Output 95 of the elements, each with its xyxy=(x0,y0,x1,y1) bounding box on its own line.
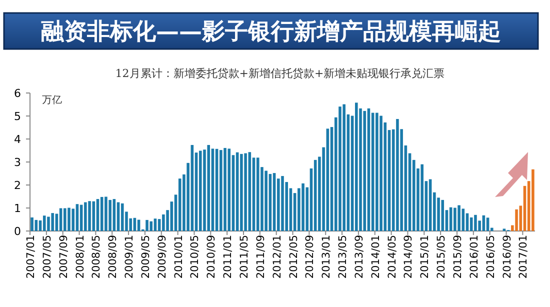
x-tick-label: 2013/09 xyxy=(353,235,366,279)
bar xyxy=(162,214,165,231)
bar xyxy=(458,205,460,231)
bar xyxy=(198,150,202,231)
bar xyxy=(515,209,518,231)
x-tick-label: 2011/09 xyxy=(254,235,267,279)
bar xyxy=(30,217,34,231)
x-tick-label: 2012/05 xyxy=(288,235,300,279)
bar xyxy=(454,208,456,231)
bar xyxy=(154,218,157,231)
y-tick-label: 5 xyxy=(14,110,21,123)
x-tick-label: 2017/01 xyxy=(518,235,530,279)
bar xyxy=(272,173,276,231)
bar xyxy=(59,208,62,231)
bar xyxy=(68,208,70,231)
x-tick-label: 2015/01 xyxy=(419,235,432,279)
bar xyxy=(76,204,79,231)
x-tick-label: 2014/09 xyxy=(402,235,415,279)
bar xyxy=(42,216,46,231)
bar xyxy=(224,148,226,231)
bar xyxy=(137,220,140,231)
bar xyxy=(474,214,477,231)
x-tick-label: 2011/01 xyxy=(222,235,234,279)
x-tick-label: 2016/09 xyxy=(501,235,514,279)
x-tick-label: 2014/05 xyxy=(386,235,398,279)
bar xyxy=(92,201,96,231)
y-axis-title: 万亿 xyxy=(42,95,62,106)
bar xyxy=(396,118,399,231)
x-tick-label: 2008/09 xyxy=(107,235,120,279)
bar xyxy=(338,106,342,231)
y-tick-label: 3 xyxy=(14,156,21,169)
x-tick-label: 2007/05 xyxy=(41,235,54,279)
x-tick-label: 2009/01 xyxy=(124,235,136,279)
bar xyxy=(228,148,231,231)
bar xyxy=(532,169,534,231)
x-tick-label: 2013/01 xyxy=(320,235,333,279)
x-tick-label: 2013/05 xyxy=(337,235,350,279)
bar xyxy=(150,221,153,231)
chart-title: 融资非标化——影子银行新增产品规模再崛起 xyxy=(41,18,501,45)
bar xyxy=(64,208,66,231)
x-tick-label: 2016/01 xyxy=(468,235,480,279)
bar xyxy=(420,164,424,231)
y-tick-label: 6 xyxy=(14,87,21,100)
bar xyxy=(211,148,214,231)
bar xyxy=(326,128,330,231)
x-tick-label: 2015/05 xyxy=(436,235,448,279)
bar xyxy=(104,196,108,231)
bar xyxy=(441,200,444,231)
x-tick-label: 2014/01 xyxy=(370,235,382,279)
bar xyxy=(248,152,252,231)
x-tick-label: 2015/09 xyxy=(452,235,464,279)
y-tick-label: 4 xyxy=(14,133,21,146)
x-tick-label: 2011/05 xyxy=(238,235,250,279)
x-tick-label: 2010/05 xyxy=(189,235,202,279)
x-tick-label: 2016/05 xyxy=(484,235,497,279)
x-tick-label: 2012/09 xyxy=(304,235,316,279)
bar xyxy=(376,112,378,231)
bar xyxy=(88,201,91,231)
x-tick-label: 2008/01 xyxy=(74,235,86,279)
bar xyxy=(51,213,54,231)
bar xyxy=(244,153,247,231)
y-tick-label: 1 xyxy=(14,202,21,215)
bar xyxy=(363,110,366,231)
bar xyxy=(355,102,358,231)
bar xyxy=(178,178,182,231)
bar xyxy=(112,199,116,231)
bar xyxy=(302,183,304,231)
bar xyxy=(462,208,465,231)
bar xyxy=(120,203,124,231)
bar xyxy=(84,202,87,231)
bar xyxy=(486,218,490,231)
bar xyxy=(281,176,284,231)
bar xyxy=(108,200,112,231)
x-tick-label: 2009/05 xyxy=(140,235,152,279)
chart-subtitle: 12月累计：新增委托贷款+新增信托贷款+新增未贴现银行承兑汇票 xyxy=(115,67,445,80)
y-tick-label: 0 xyxy=(14,225,21,238)
x-tick-label: 2010/01 xyxy=(172,235,185,279)
bar xyxy=(256,158,260,231)
y-tick-label: 2 xyxy=(14,179,21,192)
x-tick-label: 2007/09 xyxy=(58,235,70,279)
bar xyxy=(96,199,100,231)
bar xyxy=(146,220,148,231)
bar xyxy=(220,150,222,231)
x-tick-label: 2010/09 xyxy=(206,235,218,279)
bar xyxy=(470,217,473,231)
bar xyxy=(207,144,210,231)
bar xyxy=(240,154,243,231)
x-tick-label: 2007/01 xyxy=(25,235,37,279)
x-tick-label: 2008/05 xyxy=(90,235,103,279)
x-tick-label: 2009/09 xyxy=(156,235,168,279)
bar xyxy=(47,216,50,231)
bar xyxy=(342,104,346,231)
bar xyxy=(380,116,382,231)
bar xyxy=(264,170,268,231)
x-tick-label: 2012/01 xyxy=(271,235,284,279)
